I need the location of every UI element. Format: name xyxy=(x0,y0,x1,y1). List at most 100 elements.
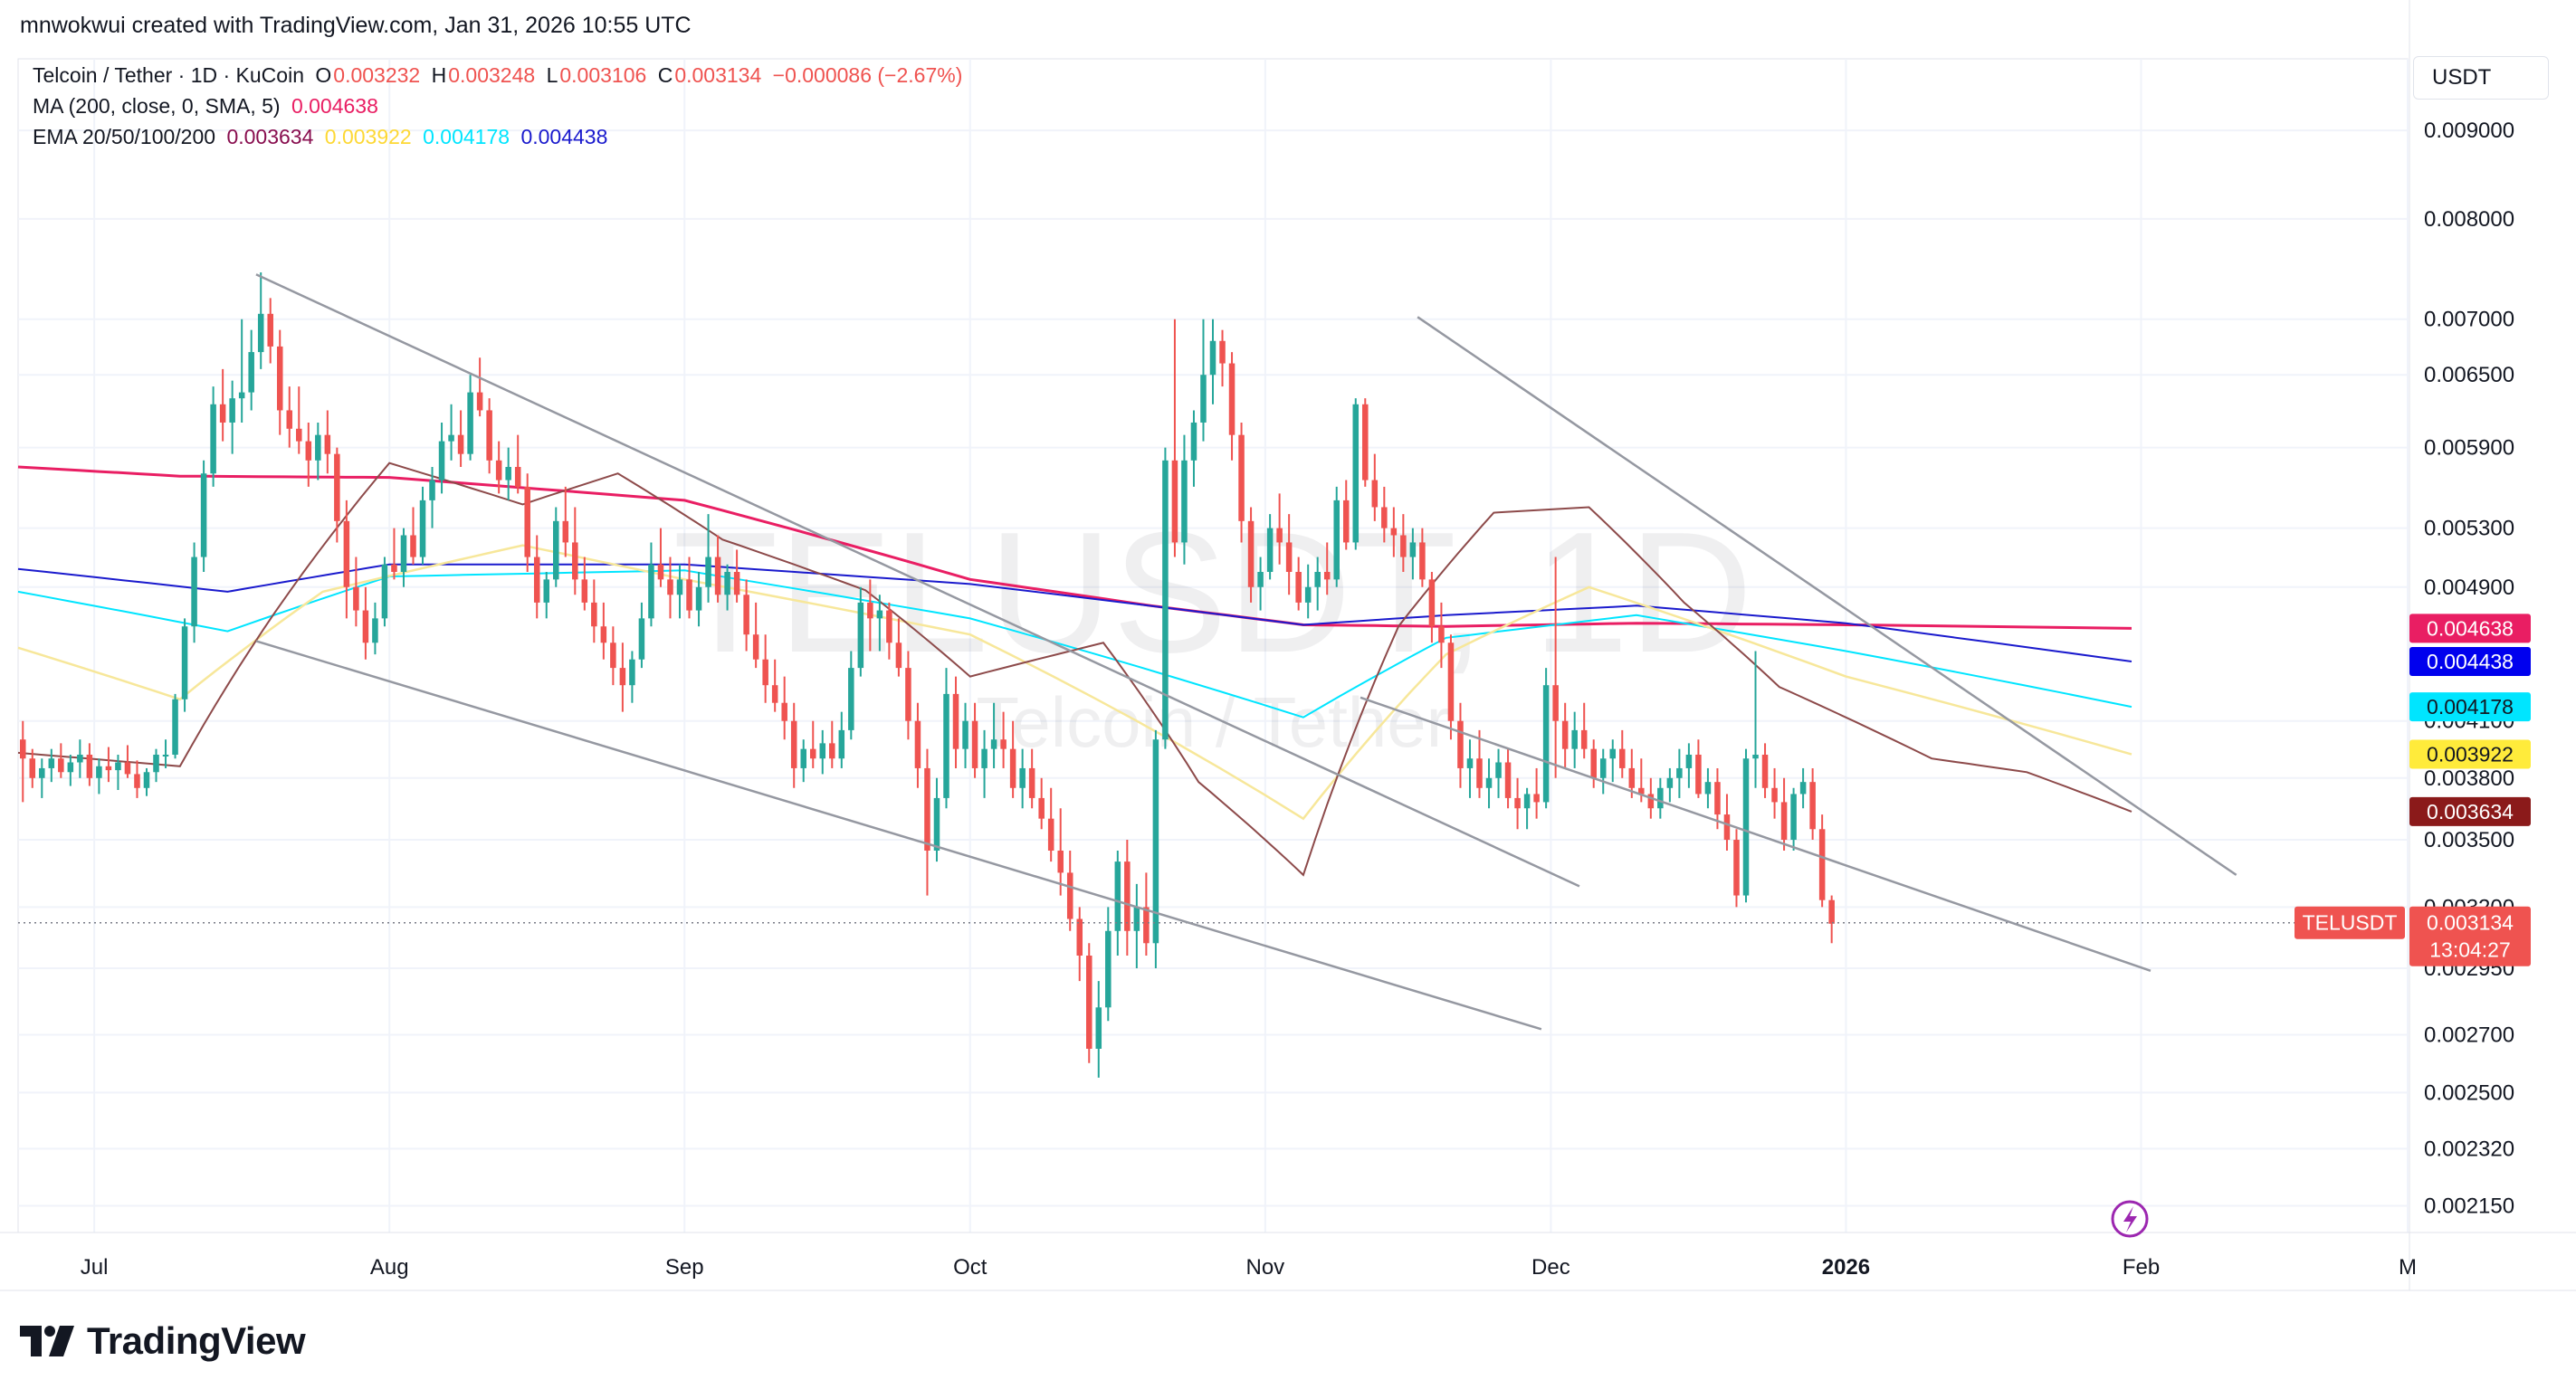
price-axis[interactable]: 0.009000 0.008000 0.007000 0.006500 0.005900… xyxy=(2409,0,2514,1290)
candle[interactable] xyxy=(971,702,978,778)
candle[interactable] xyxy=(1038,777,1045,830)
candle[interactable] xyxy=(1628,748,1636,798)
candle[interactable] xyxy=(829,720,835,768)
candle[interactable] xyxy=(58,743,64,778)
candle[interactable] xyxy=(1000,711,1007,768)
candle[interactable] xyxy=(1466,739,1474,798)
candle[interactable] xyxy=(353,557,359,627)
candle[interactable] xyxy=(257,271,264,369)
candle[interactable] xyxy=(914,702,921,788)
candle[interactable] xyxy=(1590,739,1597,788)
candle[interactable] xyxy=(1219,329,1226,387)
candle[interactable] xyxy=(1571,711,1578,768)
candle[interactable] xyxy=(553,507,559,587)
candle[interactable] xyxy=(1323,542,1331,595)
candle[interactable] xyxy=(705,514,711,603)
candle[interactable] xyxy=(1057,808,1064,896)
candle[interactable] xyxy=(448,404,454,461)
candle[interactable] xyxy=(486,398,492,474)
candle[interactable] xyxy=(1105,907,1111,1022)
candle[interactable] xyxy=(857,586,864,677)
candle[interactable] xyxy=(1124,840,1131,956)
candle[interactable] xyxy=(1171,319,1178,557)
candle[interactable] xyxy=(67,754,74,786)
candle[interactable] xyxy=(115,754,121,791)
candle[interactable] xyxy=(1133,883,1140,968)
candle[interactable] xyxy=(1495,748,1502,798)
candle[interactable] xyxy=(962,702,968,768)
trendline[interactable] xyxy=(255,273,1580,888)
candle[interactable] xyxy=(77,739,83,778)
candle[interactable] xyxy=(1362,398,1369,487)
symbol-title[interactable]: Telcoin / Tether · 1D · KuCoin xyxy=(33,63,304,87)
candle[interactable] xyxy=(1143,872,1150,956)
candle[interactable] xyxy=(238,319,245,423)
candle[interactable] xyxy=(591,579,597,643)
candle[interactable] xyxy=(1247,507,1255,603)
candle[interactable] xyxy=(1809,767,1816,841)
candle[interactable] xyxy=(1752,651,1759,788)
candle[interactable] xyxy=(1266,514,1274,580)
candle[interactable] xyxy=(1457,702,1464,788)
candle[interactable] xyxy=(1076,907,1083,982)
candle[interactable] xyxy=(1704,767,1712,809)
candle[interactable] xyxy=(1276,493,1283,565)
candle[interactable] xyxy=(1114,850,1121,956)
candle[interactable] xyxy=(1723,794,1731,851)
ema-legend-row[interactable]: EMA 20/50/100/200 0.003634 0.003922 0.00… xyxy=(33,125,613,149)
candle[interactable] xyxy=(809,720,816,768)
candle[interactable] xyxy=(1162,447,1169,749)
trendline[interactable] xyxy=(1360,696,2151,972)
candle[interactable] xyxy=(1799,767,1807,809)
candle[interactable] xyxy=(1742,748,1750,903)
candle[interactable] xyxy=(762,634,768,703)
candle[interactable] xyxy=(372,602,378,655)
candle[interactable] xyxy=(381,557,388,627)
candle[interactable] xyxy=(1352,398,1360,550)
candle[interactable] xyxy=(1238,422,1245,543)
candle[interactable] xyxy=(1504,748,1512,809)
candle[interactable] xyxy=(581,557,588,611)
candle[interactable] xyxy=(924,748,930,896)
candle[interactable] xyxy=(1381,486,1388,543)
candle[interactable] xyxy=(1599,748,1607,795)
candlestick-series[interactable] xyxy=(18,271,2408,1078)
candle[interactable] xyxy=(886,602,892,660)
candle[interactable] xyxy=(1047,787,1054,862)
candle[interactable] xyxy=(638,602,645,669)
candle[interactable] xyxy=(315,422,321,481)
candle[interactable] xyxy=(1580,702,1588,759)
candle[interactable] xyxy=(505,447,511,500)
candle[interactable] xyxy=(1190,410,1197,487)
candle[interactable] xyxy=(1419,528,1426,587)
candle[interactable] xyxy=(686,557,692,619)
candle[interactable] xyxy=(191,542,197,643)
candle[interactable] xyxy=(1657,777,1664,819)
candle[interactable] xyxy=(562,486,569,557)
candle[interactable] xyxy=(1295,557,1302,611)
candle[interactable] xyxy=(572,507,578,595)
ema-label[interactable]: EMA 20/50/100/200 xyxy=(33,125,216,148)
candle[interactable] xyxy=(1019,748,1026,809)
candle[interactable] xyxy=(391,528,397,580)
candle[interactable] xyxy=(1619,729,1626,778)
candle[interactable] xyxy=(86,743,93,786)
candle[interactable] xyxy=(1780,777,1788,851)
candle[interactable] xyxy=(48,748,55,783)
candle[interactable] xyxy=(419,486,426,565)
candle[interactable] xyxy=(1209,319,1216,404)
candle[interactable] xyxy=(867,579,873,652)
candle[interactable] xyxy=(1409,528,1417,580)
candle[interactable] xyxy=(1666,767,1674,803)
candle[interactable] xyxy=(1342,480,1350,550)
candle[interactable] xyxy=(181,618,188,712)
candle[interactable] xyxy=(124,745,131,778)
candle[interactable] xyxy=(210,386,216,487)
candle[interactable] xyxy=(1095,981,1102,1078)
candle[interactable] xyxy=(981,729,987,798)
candle[interactable] xyxy=(1542,668,1550,809)
candle[interactable] xyxy=(438,422,445,494)
candle[interactable] xyxy=(952,676,959,768)
candle[interactable] xyxy=(429,466,435,528)
